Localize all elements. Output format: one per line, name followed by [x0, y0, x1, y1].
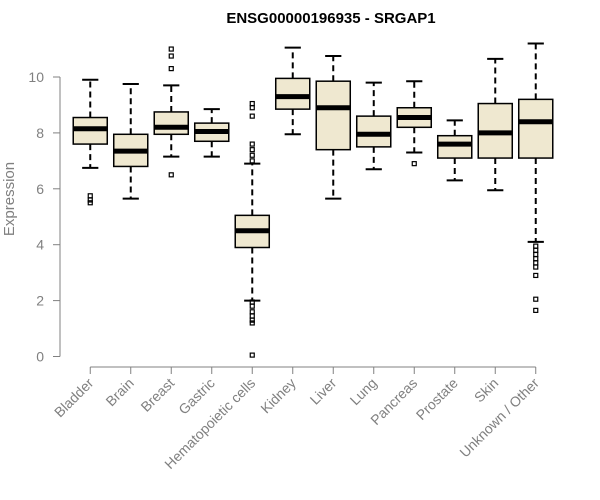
box-group-bladder	[72, 78, 109, 206]
box-body	[274, 77, 311, 110]
outlier-point	[249, 141, 255, 147]
outlier-point	[249, 352, 255, 358]
outlier-point	[249, 100, 255, 107]
y-tick-label-8: 8	[36, 125, 44, 141]
box-group-brain	[112, 82, 149, 200]
outlier-point	[249, 113, 255, 119]
outlier-point	[168, 66, 174, 72]
outlier-point	[249, 147, 255, 153]
box-body	[517, 98, 554, 159]
box-group-pancreas	[396, 80, 433, 167]
y-tick-label-10: 10	[28, 69, 44, 85]
outlier-point	[87, 197, 93, 203]
x-tick-label-prostate: Prostate	[413, 375, 461, 423]
x-tick-label-breast: Breast	[137, 375, 177, 415]
outlier-point	[249, 152, 255, 158]
box-group-liver	[315, 55, 352, 200]
outlier-point	[168, 172, 174, 178]
x-tick-label-brain: Brain	[102, 375, 136, 409]
box-body	[355, 115, 392, 148]
outlier-point	[87, 200, 93, 206]
outlier-point	[249, 317, 255, 323]
box-body	[315, 80, 352, 151]
outlier-point	[249, 320, 255, 326]
box-group-lung	[355, 81, 392, 171]
outlier-point	[249, 309, 255, 315]
box-group-prostate	[436, 119, 473, 182]
outlier-point	[249, 105, 255, 111]
y-tick-label-6: 6	[36, 181, 44, 197]
outlier-point	[249, 299, 255, 305]
box-group-unknown-other	[517, 42, 554, 313]
y-tick-label-0: 0	[36, 349, 44, 365]
box-group-gastric	[193, 108, 230, 158]
outlier-point	[533, 260, 539, 266]
box-group-hematopoietic-cells	[234, 100, 271, 358]
box-group-skin	[477, 57, 514, 192]
box-group-breast	[153, 46, 190, 178]
y-tick-label-4: 4	[36, 237, 44, 253]
box-body	[153, 111, 190, 136]
outlier-point	[249, 313, 255, 319]
outlier-point	[533, 251, 539, 258]
x-tick-label-bladder: Bladder	[51, 375, 97, 421]
outlier-point	[411, 161, 417, 167]
y-axis-label: Expression	[1, 162, 18, 236]
outlier-point	[168, 46, 174, 52]
x-tick-label-skin: Skin	[471, 375, 502, 406]
outlier-point	[249, 303, 255, 309]
outlier-point	[249, 158, 255, 164]
y-tick-label-2: 2	[36, 293, 44, 309]
x-tick-label-kidney: Kidney	[257, 375, 299, 417]
outlier-point	[533, 256, 539, 262]
outlier-point	[533, 272, 539, 279]
outlier-point	[533, 307, 539, 313]
x-tick-label-lung: Lung	[347, 375, 380, 408]
outlier-point	[533, 243, 539, 249]
outlier-point	[533, 296, 539, 302]
chart-title: ENSG00000196935 - SRGAP1	[226, 10, 435, 27]
outlier-point	[87, 193, 93, 199]
box-group-kidney	[274, 46, 311, 136]
box-body	[436, 134, 473, 159]
boxes	[72, 42, 554, 358]
outlier-point	[533, 264, 539, 270]
outlier-point	[533, 247, 539, 253]
outlier-point	[168, 53, 174, 59]
x-tick-label-liver: Liver	[307, 375, 340, 408]
